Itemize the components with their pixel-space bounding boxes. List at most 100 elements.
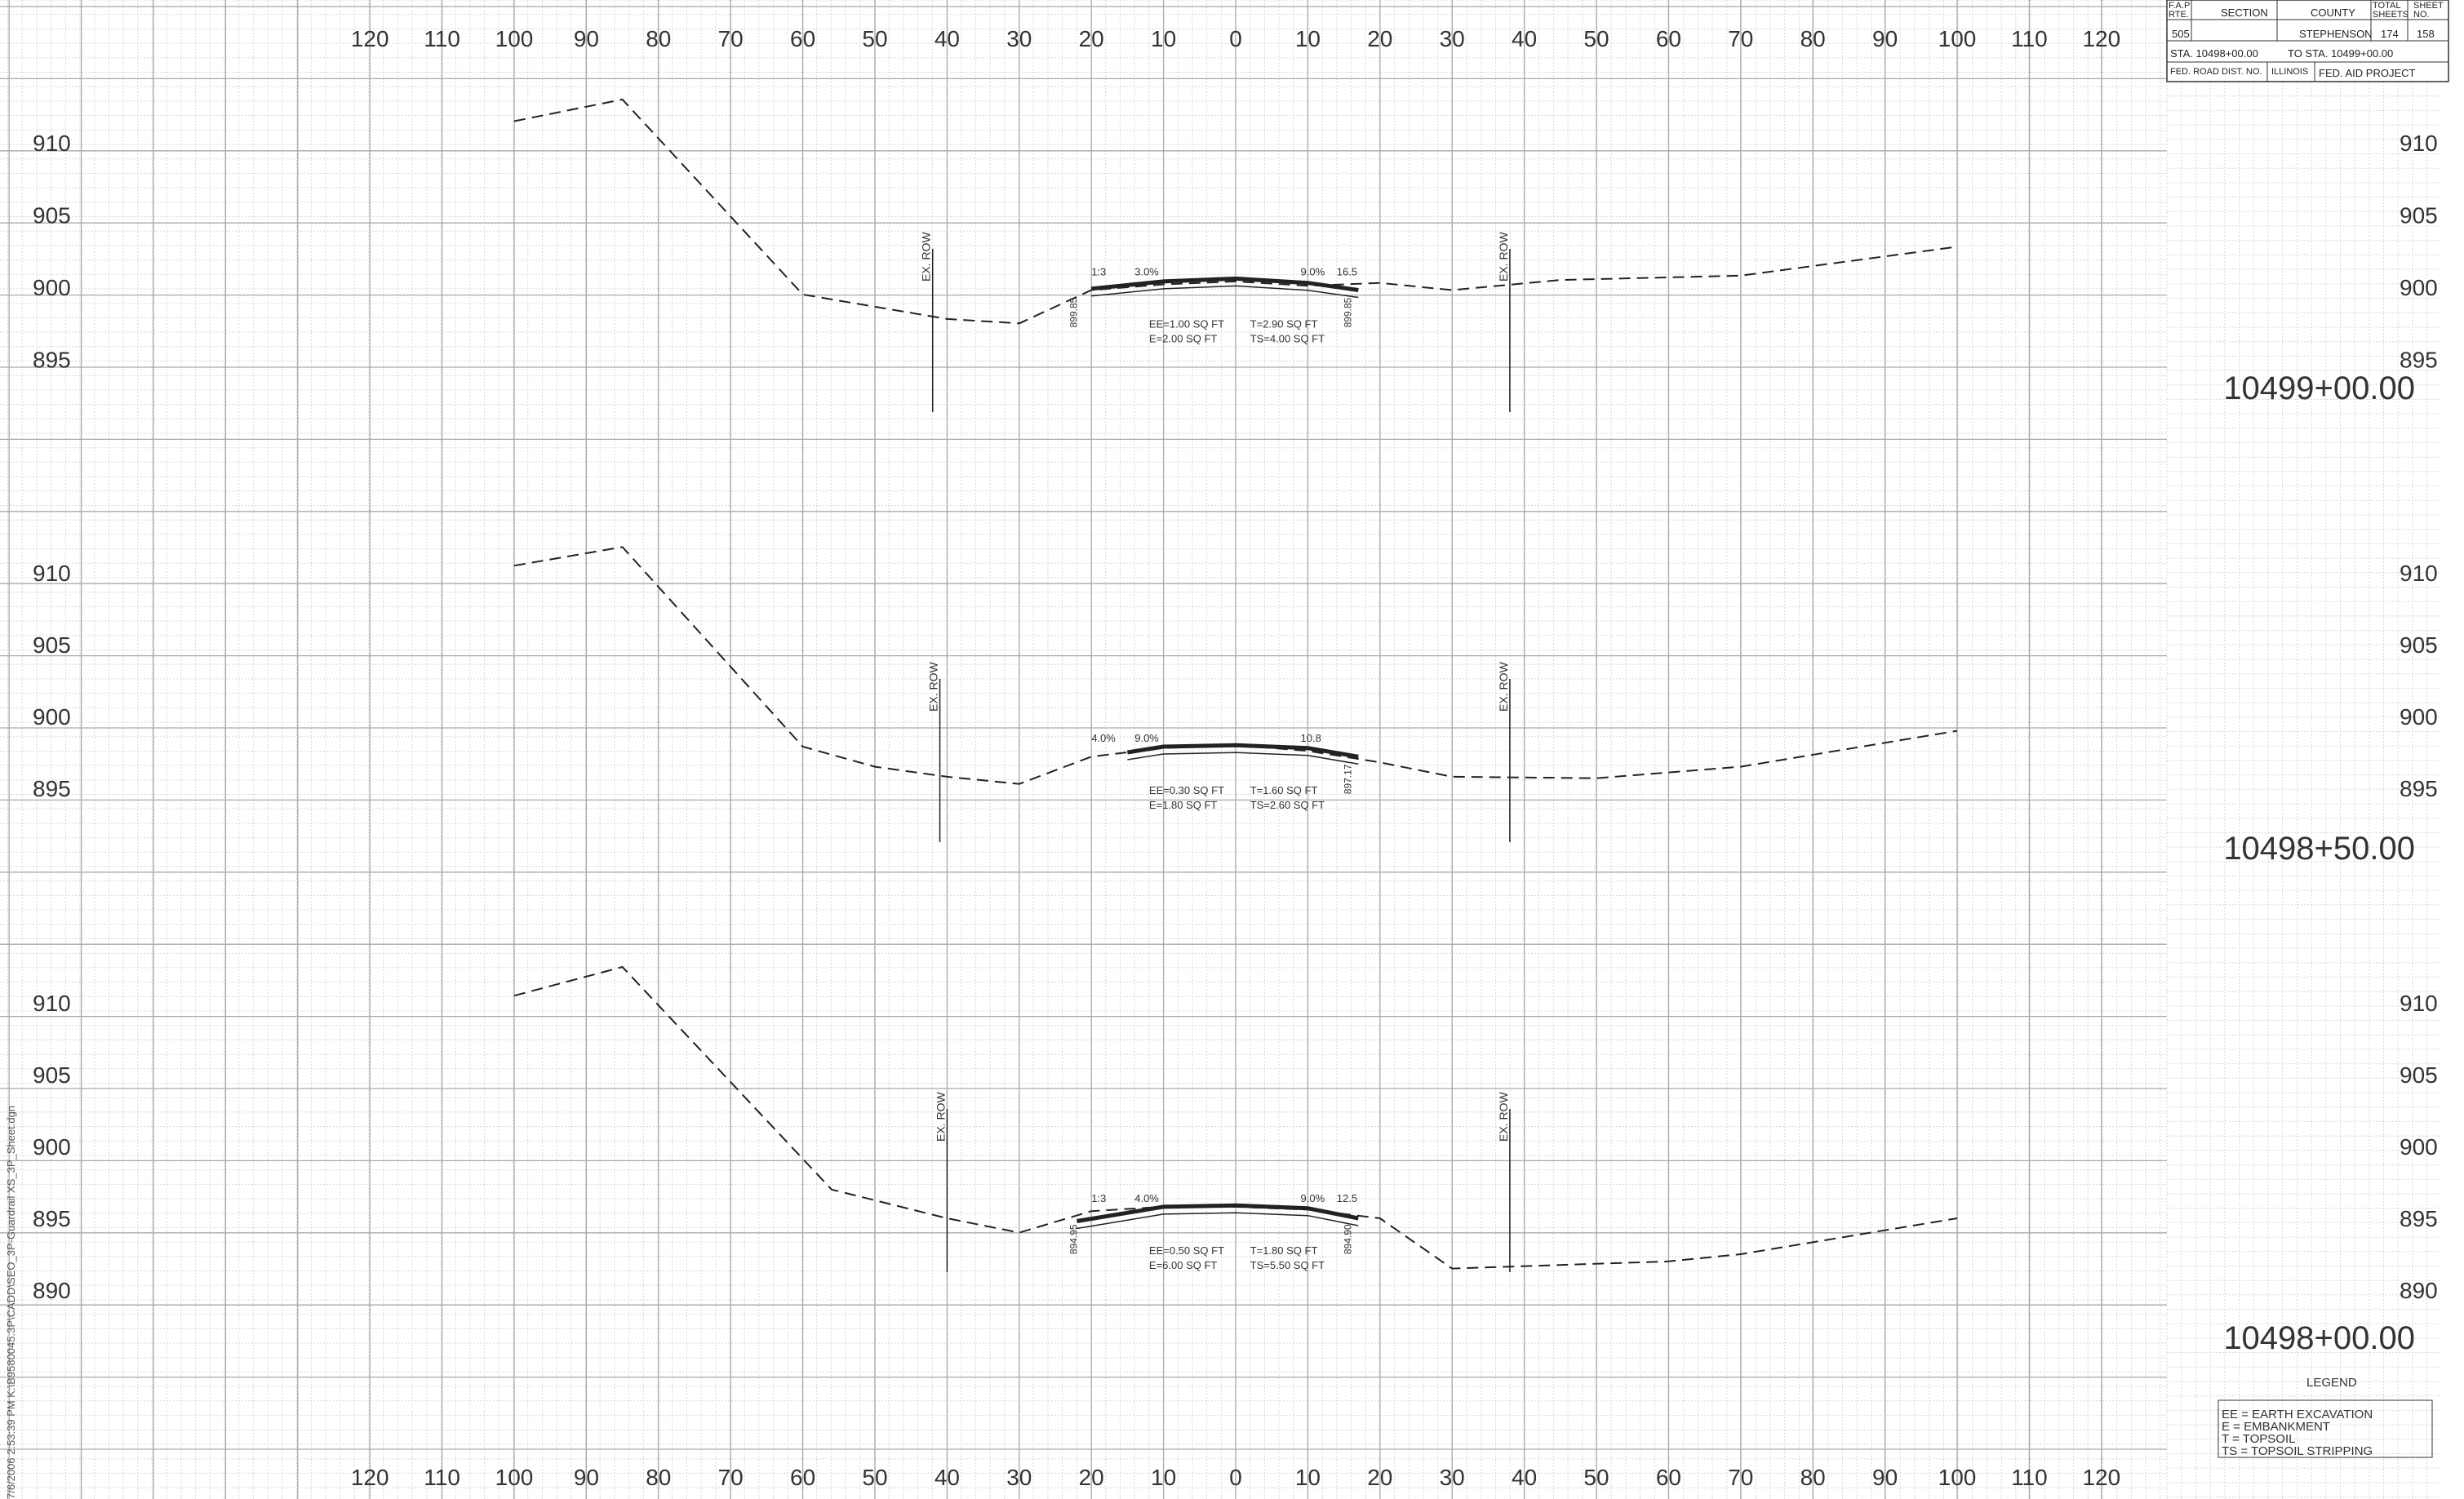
row-label-left-2: EX. ROW <box>927 662 940 712</box>
existing-ground-1 <box>513 98 1958 325</box>
elev-left-1-900: 900 <box>33 275 71 300</box>
legend: EE = EARTH EXCAVATION E = EMBANKMENT T =… <box>2222 1408 2417 1457</box>
elev-left-2-895: 895 <box>33 776 71 801</box>
elev-right-2-905: 905 <box>2400 632 2438 658</box>
quantity-2-2: T=1.60 SQ FT <box>1250 784 1318 796</box>
offset-bottom-label-9: 30 <box>1006 1465 1032 1490</box>
proposed-surface-3 <box>1077 1203 1359 1223</box>
offset-top-label-22: 100 <box>1938 26 1977 51</box>
offset-top-label-15: 30 <box>1440 26 1465 51</box>
offset-bottom-label-23: 110 <box>2011 1465 2048 1490</box>
subgrade-2 <box>1127 752 1359 765</box>
elev-note-1-0: 899.85 <box>1068 297 1080 327</box>
offset-bottom-label-19: 70 <box>1728 1465 1753 1490</box>
county-label: COUNTY <box>2311 7 2355 19</box>
elev-right-1-900: 900 <box>2400 275 2438 300</box>
offset-top-label-12: 0 <box>1229 26 1242 51</box>
offset-bottom-label-4: 80 <box>646 1465 671 1490</box>
slope-label-3-3: 12.5 <box>1337 1192 1357 1204</box>
section-label: SECTION <box>2221 7 2268 19</box>
elev-right-1-895: 895 <box>2400 348 2438 373</box>
elev-right-3-890: 890 <box>2400 1278 2438 1303</box>
elev-left-3-895: 895 <box>33 1206 71 1231</box>
elev-left-2-905: 905 <box>33 632 71 658</box>
legend-box <box>2218 1399 2433 1458</box>
offset-bottom-label-14: 20 <box>1367 1465 1392 1490</box>
row-label-right-2: EX. ROW <box>1497 662 1510 712</box>
slope-label-1-1: 3.0% <box>1134 265 1159 277</box>
offset-top-label-3: 90 <box>574 26 599 51</box>
row-label-right-3: EX. ROW <box>1497 1092 1510 1142</box>
slope-label-1-0: 1:3 <box>1091 265 1106 277</box>
offset-top-label-13: 10 <box>1295 26 1321 51</box>
elev-note-3-1: 894.90 <box>1342 1224 1353 1254</box>
offset-bottom-label-16: 40 <box>1512 1465 1537 1490</box>
quantity-3-1: E=6.00 SQ FT <box>1149 1259 1218 1271</box>
elev-left-2-910: 910 <box>33 561 71 586</box>
slope-label-2-2: 10.8 <box>1301 732 1321 744</box>
legend-item-ts: TS = TOPSOIL STRIPPING <box>2222 1444 2373 1458</box>
offset-top-label-18: 60 <box>1656 26 1681 51</box>
elev-left-3-890: 890 <box>33 1278 71 1303</box>
elev-left-1-910: 910 <box>33 131 71 156</box>
slope-label-3-1: 4.0% <box>1134 1192 1159 1204</box>
elev-right-1-910: 910 <box>2400 131 2438 156</box>
legend-item-e: E = EMBANKMENT <box>2222 1420 2330 1434</box>
sheet-no-label: SHEET NO. <box>2413 1 2444 20</box>
fed-aid-project: FED. AID PROJECT <box>2319 67 2416 79</box>
elev-right-3-900: 900 <box>2400 1134 2438 1160</box>
quantity-2-1: E=1.80 SQ FT <box>1149 799 1218 811</box>
offset-scale-top: 120 110 100 90 80 70 60 50 40 30 20 10 0 10 20 30 40 50 60… <box>351 26 2120 51</box>
station-label-3: 10498+00.00 <box>2223 1320 2415 1356</box>
offset-top-label-10: 20 <box>1079 26 1104 51</box>
offset-top-label-4: 80 <box>646 26 671 51</box>
offset-top-label-19: 70 <box>1728 26 1753 51</box>
file-path-note: 7/6/2006 2:53:39 PM K:\B9580045.3P\CADD\… <box>5 1105 17 1499</box>
elev-left-2-900: 900 <box>33 704 71 730</box>
offset-top-label-7: 50 <box>862 26 887 51</box>
offset-bottom-label-2: 100 <box>495 1465 534 1490</box>
offset-top-label-20: 80 <box>1800 26 1826 51</box>
offset-bottom-label-24: 120 <box>2082 1465 2120 1490</box>
quantity-1-3: TS=4.00 SQ FT <box>1250 332 1325 344</box>
offset-top-label-8: 40 <box>935 26 960 51</box>
slope-label-1-2: 9.0% <box>1301 265 1325 277</box>
slope-label-2-1: 9.0% <box>1134 732 1159 744</box>
elev-right-1-905: 905 <box>2400 203 2438 228</box>
offset-bottom-label-20: 80 <box>1800 1465 1826 1490</box>
quantity-3-2: T=1.80 SQ FT <box>1250 1244 1318 1257</box>
offset-bottom-label-1: 110 <box>424 1465 460 1490</box>
quantity-1-2: T=2.90 SQ FT <box>1250 317 1318 330</box>
section-3: 910 910 905 905 900 900 895 895 890 890 EX. ROW EX.… <box>33 965 2438 1303</box>
elev-right-3-910: 910 <box>2400 991 2438 1016</box>
offset-top-label-16: 40 <box>1512 26 1537 51</box>
total-sheets-label: TOTAL SHEETS <box>2373 1 2409 20</box>
offset-bottom-label-22: 100 <box>1938 1465 1977 1490</box>
legend-item-t: T = TOPSOIL <box>2222 1432 2296 1446</box>
station-label-1: 10499+00.00 <box>2223 370 2415 406</box>
station-label-2: 10498+50.00 <box>2223 831 2415 867</box>
proposed-surface-1 <box>1090 276 1359 292</box>
offset-bottom-label-8: 40 <box>935 1465 960 1490</box>
elev-right-3-905: 905 <box>2400 1062 2438 1088</box>
offset-top-label-6: 60 <box>790 26 815 51</box>
offset-top-label-21: 90 <box>1872 26 1898 51</box>
title-block-grid <box>2166 0 2449 1458</box>
elev-right-3-895: 895 <box>2400 1206 2438 1231</box>
legend-title: LEGEND <box>2306 1376 2357 1390</box>
elev-note-1-1: 899.85 <box>1342 297 1353 327</box>
fap-rte-label: F.A.P RTE. <box>2169 1 2191 20</box>
elev-left-3-910: 910 <box>33 991 71 1016</box>
offset-bottom-label-0: 120 <box>351 1465 389 1490</box>
title-block: F.A.P RTE. SECTION COUNTY TOTAL SHEETS S… <box>2167 0 2464 82</box>
offset-bottom-label-18: 60 <box>1656 1465 1681 1490</box>
state-label: ILLINOIS <box>2271 67 2309 77</box>
quantity-1-0: EE=1.00 SQ FT <box>1149 317 1224 330</box>
elev-right-2-910: 910 <box>2400 561 2438 586</box>
subgrade-3 <box>1077 1212 1359 1230</box>
fap-rte-value: 505 <box>2172 28 2190 40</box>
elev-left-3-900: 900 <box>33 1134 71 1160</box>
slope-label-1-3: 16.5 <box>1337 265 1357 277</box>
offset-top-label-14: 20 <box>1367 26 1392 51</box>
